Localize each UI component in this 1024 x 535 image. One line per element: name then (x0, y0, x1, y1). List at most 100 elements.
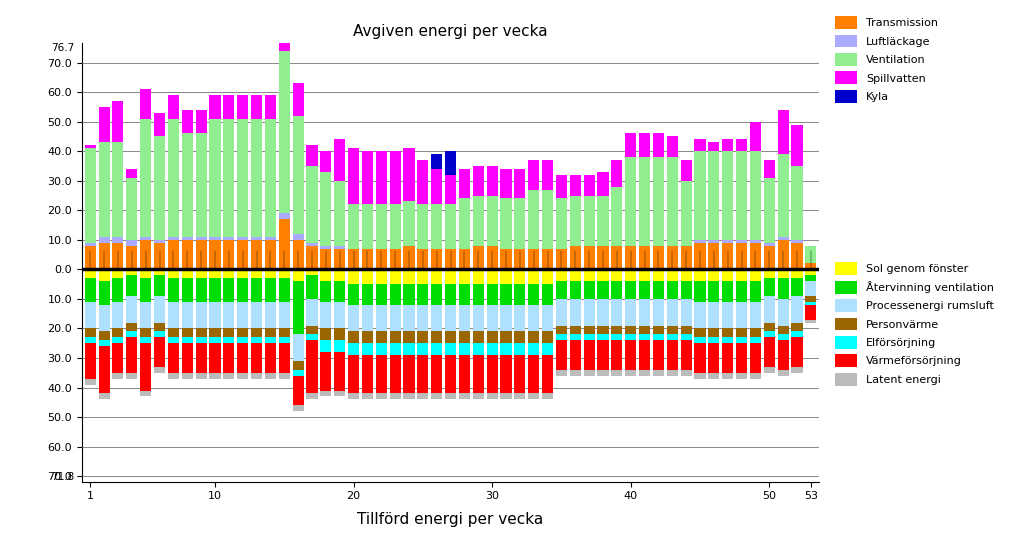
Bar (403, 393, 415, 399)
Bar (223, 343, 234, 373)
Bar (639, 334, 650, 340)
Bar (445, 343, 456, 355)
Bar (361, 151, 373, 204)
Bar (569, 325, 581, 334)
Bar (279, 343, 290, 373)
Bar (722, 328, 733, 338)
Bar (445, 284, 456, 305)
Bar (168, 373, 179, 379)
Bar (154, 296, 165, 323)
Bar (626, 334, 636, 340)
Bar (584, 175, 595, 195)
Bar (361, 284, 373, 305)
Bar (486, 195, 498, 246)
Bar (709, 338, 720, 343)
Bar (321, 151, 332, 172)
Bar (154, 367, 165, 373)
Bar (140, 328, 152, 338)
Bar (293, 376, 304, 406)
Bar (306, 325, 317, 334)
Bar (722, 302, 733, 328)
Bar (486, 343, 498, 355)
Bar (473, 305, 483, 331)
Bar (251, 270, 262, 278)
Bar (334, 391, 345, 396)
Bar (681, 160, 691, 181)
Bar (306, 276, 317, 299)
Bar (626, 340, 636, 370)
Bar (389, 331, 400, 343)
Bar (126, 323, 137, 331)
Bar (639, 281, 650, 299)
Bar (626, 281, 636, 299)
Bar (265, 302, 275, 328)
Bar (736, 338, 748, 343)
Bar (293, 270, 304, 281)
Bar (473, 270, 483, 284)
Bar (694, 151, 706, 240)
Bar (556, 281, 567, 299)
Bar (764, 243, 775, 246)
Bar (639, 134, 650, 157)
Bar (653, 334, 664, 340)
Bar (389, 284, 400, 305)
Bar (348, 284, 359, 305)
Bar (750, 302, 761, 328)
Bar (445, 393, 456, 399)
Bar (196, 302, 207, 328)
Bar (238, 270, 248, 278)
Bar (140, 391, 152, 396)
Bar (98, 281, 110, 305)
Bar (777, 370, 788, 376)
Bar (348, 204, 359, 249)
Bar (750, 151, 761, 240)
Bar (98, 393, 110, 399)
Bar (306, 299, 317, 325)
Bar (653, 270, 664, 281)
Bar (279, 328, 290, 338)
Bar (361, 305, 373, 331)
Bar (597, 246, 608, 270)
Bar (750, 240, 761, 243)
Bar (113, 278, 124, 302)
Bar (361, 270, 373, 284)
Bar (792, 125, 803, 166)
Bar (611, 281, 623, 299)
Bar (611, 270, 623, 281)
Bar (722, 338, 733, 343)
Bar (321, 249, 332, 270)
Bar (639, 325, 650, 334)
Bar (750, 270, 761, 281)
Bar (361, 393, 373, 399)
Bar (611, 325, 623, 334)
Bar (251, 328, 262, 338)
Bar (279, 302, 290, 328)
Bar (694, 240, 706, 243)
Bar (486, 331, 498, 343)
Bar (251, 302, 262, 328)
Bar (279, 278, 290, 302)
Bar (626, 157, 636, 246)
Bar (597, 172, 608, 195)
Bar (722, 343, 733, 373)
Bar (459, 355, 470, 393)
Bar (792, 243, 803, 270)
Bar (805, 246, 816, 263)
Bar (98, 331, 110, 340)
Bar (777, 334, 788, 340)
Bar (113, 302, 124, 328)
Bar (279, 0, 290, 51)
Bar (750, 328, 761, 338)
Bar (251, 343, 262, 373)
Bar (528, 160, 540, 189)
Bar (126, 169, 137, 178)
Bar (764, 270, 775, 278)
Bar (210, 338, 220, 343)
Bar (709, 240, 720, 243)
Bar (736, 240, 748, 243)
Bar (168, 270, 179, 278)
Bar (764, 323, 775, 331)
Bar (168, 343, 179, 373)
Bar (376, 355, 387, 393)
Bar (334, 340, 345, 352)
